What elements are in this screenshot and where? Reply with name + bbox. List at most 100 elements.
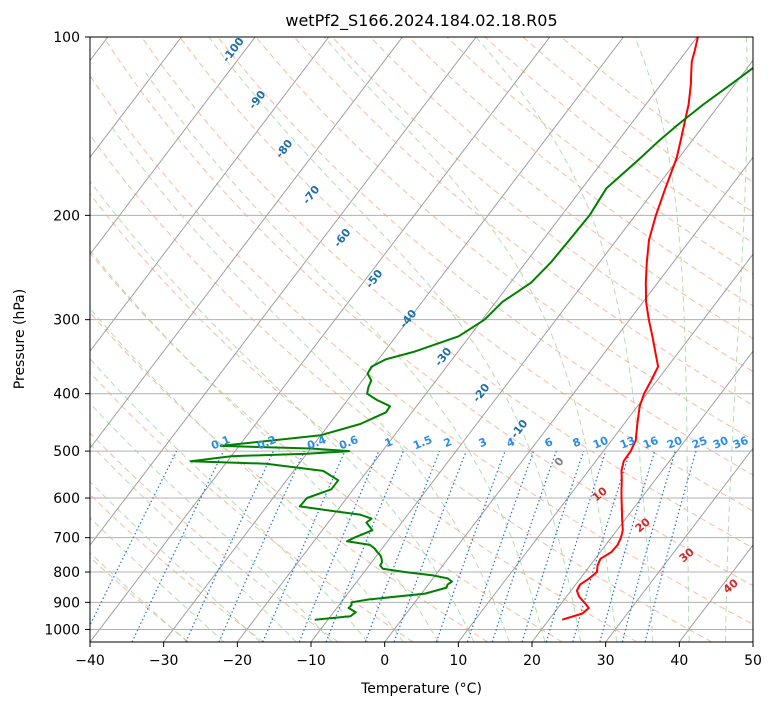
x-tick-label: 40 — [670, 653, 688, 669]
mixing-ratio-line — [599, 450, 656, 642]
moist-adiabat — [90, 249, 439, 642]
x-tick-label: −30 — [149, 653, 179, 669]
mixing-ratio-label: 2 — [442, 435, 454, 450]
isotherm-line — [163, 37, 624, 642]
dry-adiabat — [90, 134, 712, 642]
y-tick-label: 200 — [53, 208, 80, 224]
y-tick-label: 400 — [53, 387, 80, 403]
dry-adiabat — [370, 37, 753, 340]
mixing-ratio-line — [298, 450, 380, 642]
mixing-ratio-line — [545, 450, 607, 642]
mixing-ratio-line — [185, 450, 275, 642]
isotherm-line — [457, 253, 753, 642]
plot-area — [90, 37, 753, 642]
mixing-ratio-label: 16 — [641, 434, 660, 452]
mixing-ratio-label: 36 — [731, 434, 750, 452]
isotherm-line — [90, 37, 403, 449]
background-lines — [90, 37, 753, 642]
isotherm-line — [752, 641, 753, 642]
x-tick-label: −20 — [223, 653, 253, 669]
mixing-ratio-label: 3 — [477, 435, 489, 450]
mixing-ratio-line — [521, 450, 585, 642]
y-tick-label: 300 — [53, 313, 80, 329]
plot-frame — [89, 36, 754, 643]
dewpoint-profile-line — [189, 66, 753, 621]
mixing-ratio-label: 8 — [571, 435, 583, 450]
dry-adiabat — [141, 37, 753, 549]
isotherm-line — [310, 59, 753, 642]
y-axis-label: Pressure (hPa) — [12, 289, 28, 389]
chart-title: wetPf2_S166.2024.184.02.18.R05 — [285, 11, 557, 31]
isotherm-line — [531, 350, 753, 642]
y-tick-label: 800 — [53, 565, 80, 581]
mixing-ratio-label: 13 — [618, 434, 637, 452]
x-tick-label: −40 — [75, 653, 105, 669]
moist-adiabat — [90, 307, 404, 642]
moist-adiabat — [90, 402, 333, 642]
mixing-ratio-line — [491, 450, 557, 642]
x-tick-label: 30 — [597, 653, 615, 669]
x-tick-label: −10 — [296, 653, 326, 669]
dry-adiabat — [90, 252, 563, 642]
dry-adiabat — [90, 193, 638, 642]
moist-adiabat — [90, 357, 369, 642]
y-tick-label: 100 — [53, 30, 80, 46]
y-tick-label: 1000 — [44, 622, 80, 638]
mixing-ratio-line — [644, 450, 697, 642]
y-tick-label: 900 — [53, 595, 80, 611]
isotherm-line — [90, 37, 477, 546]
dry-adiabat — [90, 311, 488, 642]
moist-adiabat — [90, 481, 261, 642]
moist-adiabat — [475, 37, 654, 642]
isotherm-line — [90, 37, 551, 642]
x-tick-label: 0 — [380, 653, 389, 669]
moist-adiabat — [108, 123, 510, 642]
moist-adiabat — [208, 37, 582, 642]
temperature-profile-line — [561, 37, 699, 621]
dry-adiabat — [103, 37, 753, 587]
dry-adiabat — [90, 371, 414, 642]
moist-adiabat — [634, 37, 690, 642]
isotherm-line — [236, 37, 698, 642]
mixing-ratio-line — [131, 450, 225, 642]
mixing-ratio-label: 20 — [665, 434, 684, 452]
y-axis: 100 200 300 400 500 600 700 800 900 1000 — [44, 30, 90, 638]
mixing-ratio-line — [262, 450, 346, 642]
x-tick-label: 50 — [744, 653, 762, 669]
isotherm-line — [90, 37, 330, 353]
mixing-ratio-label: 1 — [383, 435, 395, 450]
isotherm-line — [90, 37, 256, 256]
dry-adiabat — [255, 37, 753, 441]
y-tick-label: 600 — [53, 491, 80, 507]
moist-adiabat — [323, 37, 618, 642]
mixing-ratio-label: 10 — [591, 434, 610, 452]
isotherm-line — [605, 447, 753, 642]
dry-adiabat — [560, 37, 753, 183]
dry-adiabat — [332, 37, 753, 373]
series-layer — [189, 37, 753, 621]
dry-adiabat — [90, 74, 753, 625]
mixing-ratio-line — [621, 450, 676, 642]
moist-adiabat — [725, 37, 748, 642]
mixing-ratio-line — [218, 450, 305, 642]
mixing-ratio-line — [572, 450, 631, 642]
isotherm-line — [90, 37, 182, 159]
x-axis: −40 −30 −20 −10 0 10 20 30 40 50 — [75, 642, 762, 669]
moist-adiabat — [90, 180, 475, 642]
dry-adiabat — [293, 37, 753, 406]
y-tick-label: 700 — [53, 531, 80, 547]
isotherm-line — [384, 156, 753, 642]
mixing-ratio-line — [466, 450, 535, 642]
x-axis-label: Temperature (°C) — [360, 681, 482, 697]
x-tick-label: 10 — [449, 653, 467, 669]
mixing-ratio-label: 30 — [711, 434, 730, 452]
y-tick-label: 500 — [53, 444, 80, 460]
x-tick-label: 20 — [523, 653, 541, 669]
dry-adiabat — [90, 432, 339, 642]
dry-adiabat — [179, 37, 753, 512]
dry-adiabat — [408, 37, 753, 307]
mixing-ratio-line — [435, 450, 506, 642]
moist-adiabat — [90, 551, 188, 642]
mixing-ratio-label: 25 — [690, 434, 709, 452]
